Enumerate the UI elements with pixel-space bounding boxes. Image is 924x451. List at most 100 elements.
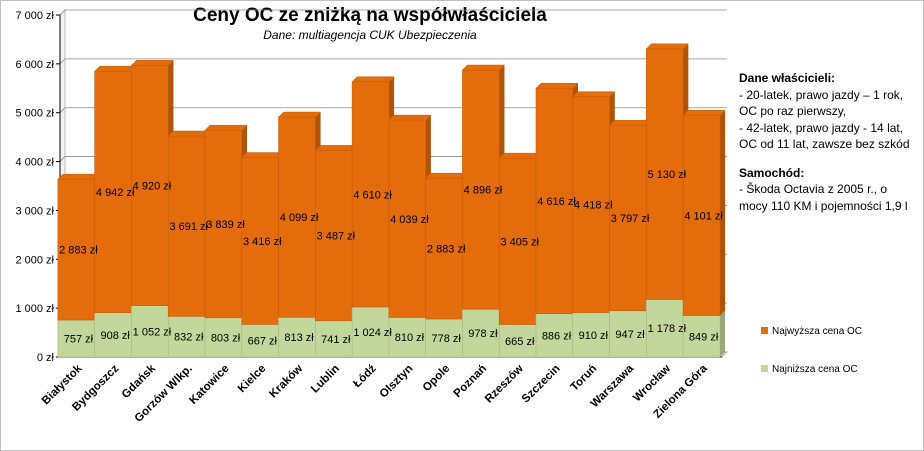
- legend-label-0: Najwyższa cena OC: [772, 326, 862, 337]
- category-label-5: Kielce: [236, 363, 268, 395]
- data-label-low-9: 810 zł: [395, 332, 425, 344]
- bar-low-7-front: [315, 320, 353, 358]
- category-label-8: Łódź: [351, 362, 379, 390]
- data-label-low-7: 741 zł: [321, 334, 351, 346]
- bar-high-13-front: [535, 87, 574, 315]
- data-label-high-12: 3 405 zł: [500, 236, 539, 248]
- data-label-high-17: 4 101 zł: [684, 210, 723, 222]
- category-label-10: Opole: [421, 363, 453, 395]
- legend: Najwyższa cena OC Najniższa cena OC: [761, 326, 862, 375]
- bar-top-14: [572, 91, 616, 97]
- data-label-low-16: 1 178 zł: [648, 323, 687, 335]
- y-tick-label: 6 000 zł: [15, 59, 54, 71]
- bar-high-5-front: [241, 157, 280, 325]
- y-tick-label: 0 zł: [37, 352, 55, 364]
- owners-line-1: - 20-latek, prawo jazdy – 1 rok, OC po r…: [739, 87, 904, 119]
- car-title: Samochód:: [739, 165, 805, 180]
- data-label-high-14: 4 418 zł: [574, 200, 613, 212]
- bar-low-15-front: [609, 310, 647, 358]
- bar-high-0-front: [57, 178, 96, 321]
- data-label-high-8: 4 610 zł: [353, 189, 392, 201]
- bar-top-6: [277, 111, 322, 118]
- data-label-high-11: 4 896 zł: [464, 185, 503, 197]
- bar-top-16: [645, 43, 689, 50]
- category-label-9: Olsztyn: [378, 363, 416, 401]
- category-label-4: Katowice: [187, 363, 231, 407]
- bar-top-9: [388, 114, 432, 121]
- label-layer: 757 zł 2 883 zł 908 zł 4 942 zł 1 052 zł 4 92…: [59, 169, 723, 348]
- bar-high-8-front: [351, 81, 390, 308]
- bar-top-12: [498, 152, 542, 159]
- legend-swatch-0: [761, 327, 768, 334]
- bar-low-5-front: [241, 324, 280, 358]
- owners-line-2: - 42-latek, prawo jazdy - 14 lat, OC od …: [739, 120, 910, 152]
- data-label-high-1: 4 942 zł: [96, 187, 135, 199]
- bar-top-17: [682, 109, 726, 116]
- gridline: [59, 107, 727, 113]
- bar-high-12-front: [498, 157, 537, 325]
- bar-high-15-front: [609, 124, 647, 312]
- bar-low-0-front: [57, 319, 96, 358]
- data-label-high-10: 2 883 zł: [427, 244, 466, 256]
- data-label-low-13: 886 zł: [542, 330, 572, 342]
- data-label-low-6: 813 zł: [284, 332, 314, 344]
- bar-top-0: [57, 173, 101, 180]
- bar-high-9: [388, 115, 431, 318]
- data-label-high-7: 3 487 zł: [317, 231, 356, 243]
- data-label-low-5: 667 zł: [248, 336, 278, 348]
- bar-low-10-front: [425, 318, 463, 358]
- bar-low-2-front: [131, 305, 169, 358]
- data-label-high-6: 4 099 zł: [280, 212, 319, 224]
- category-label-11: Poznań: [452, 363, 489, 400]
- owners-title: Dane właścicieli:: [739, 71, 836, 85]
- data-label-high-13: 4 616 zł: [537, 196, 576, 208]
- bar-high-8: [351, 76, 395, 308]
- data-label-high-5: 3 416 zł: [243, 236, 282, 248]
- legend-label-1: Najniższa cena OC: [772, 364, 858, 375]
- data-label-low-1: 908 zł: [100, 330, 130, 342]
- category-label-6: Kraków: [267, 363, 305, 401]
- category-label-7: Lublin: [309, 363, 342, 396]
- bar-low-17-front: [682, 315, 721, 358]
- bar-high-11: [462, 65, 505, 310]
- category-label-12: Rzeszów: [483, 363, 526, 406]
- car-line-1: - Škoda Octavia z 2005 r., o mocy 110 KM…: [739, 182, 908, 213]
- bar-top-7: [314, 145, 358, 151]
- y-tick-label: 1 000 zł: [15, 303, 54, 315]
- bar-top-8: [351, 76, 395, 82]
- gridline: [59, 58, 727, 65]
- info-panel: Dane właścicieli: - 20-latek, prawo jazd…: [739, 70, 917, 214]
- bar-high-17: [682, 110, 726, 316]
- chart-subtitle: Dane: multiagencja CUK Ubezpieczenia: [263, 28, 477, 42]
- bar-layer: [57, 43, 726, 358]
- bar-low-17: [682, 310, 726, 358]
- y-tick-label: 4 000 zł: [15, 157, 54, 169]
- bar-top-4: [204, 124, 248, 131]
- data-label-high-0: 2 883 zł: [59, 245, 98, 257]
- data-label-low-4: 803 zł: [211, 332, 241, 344]
- bar-high-7-front: [315, 150, 353, 322]
- bar-low-17-side: [720, 310, 726, 357]
- data-label-low-0: 757 zł: [64, 334, 94, 346]
- data-label-low-11: 978 zł: [468, 328, 498, 340]
- bar-top-10: [425, 172, 469, 179]
- data-label-low-8: 1 024 zł: [353, 327, 392, 339]
- y-tick-label: 7 000 zł: [15, 10, 54, 22]
- bar-high-1-front: [94, 70, 132, 313]
- data-label-low-2: 1 052 zł: [133, 326, 172, 338]
- bar-top-2: [130, 59, 175, 66]
- data-label-high-3: 3 691 zł: [169, 221, 208, 233]
- gridline: [59, 9, 727, 16]
- data-label-low-12: 665 zł: [505, 336, 535, 348]
- bar-top-1: [94, 65, 138, 72]
- bar-low-12-front: [498, 324, 537, 358]
- category-label-13: Szczecin: [520, 363, 563, 406]
- bar-high-9-front: [388, 119, 427, 318]
- data-label-high-2: 4 920 zł: [133, 180, 172, 192]
- bar-top-15: [608, 119, 653, 126]
- y-tick-label: 5 000 zł: [15, 108, 54, 120]
- bar-high-10-front: [425, 177, 463, 320]
- bar-top-5: [241, 152, 285, 158]
